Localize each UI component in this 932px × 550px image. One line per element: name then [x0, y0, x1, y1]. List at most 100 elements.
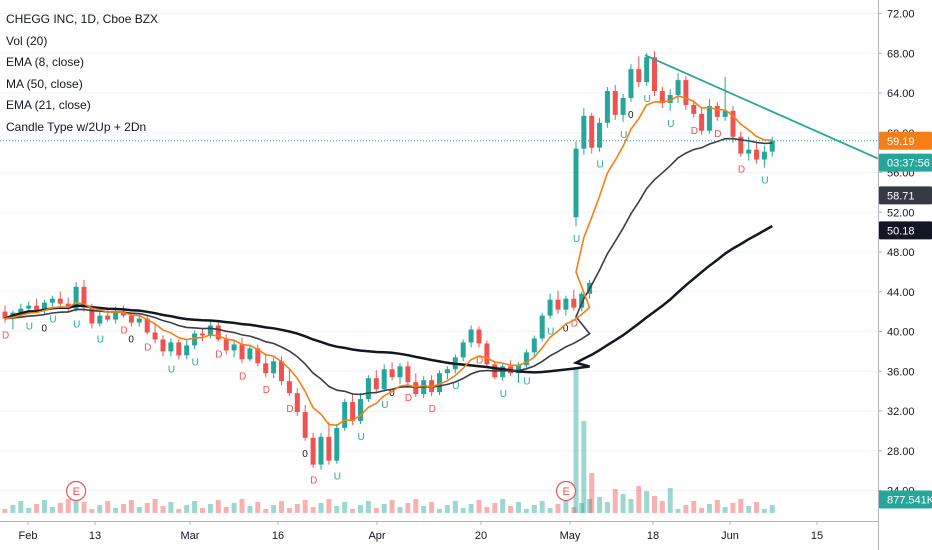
volume-bar [597, 497, 603, 513]
ma50-line [4, 224, 773, 374]
candle-body [460, 342, 466, 358]
x-tick-label: Mar [181, 530, 200, 542]
x-axis: Feb 13 Mar 16 Apr 20 May 18 Jun 15 [19, 521, 823, 542]
candle-body [405, 366, 411, 383]
candle-type-label: D [476, 355, 483, 366]
volume-bar [547, 508, 553, 513]
candle-body [49, 298, 55, 303]
candle-body [215, 325, 221, 340]
candle-body [294, 393, 300, 412]
candle-body [589, 115, 595, 148]
candle-body [207, 325, 213, 336]
candle-type-label: 0 [628, 110, 634, 121]
legend-candle-type[interactable]: Candle Type w/2Up + 2Dn [6, 119, 147, 134]
candle-body [612, 91, 618, 115]
price-tags: 59.19 03:37:56 58.71 50.18 877.541K [879, 131, 932, 509]
candle-body [365, 378, 371, 400]
candle-body [286, 381, 292, 394]
volume-bar [255, 502, 261, 513]
candle-type-label: D [691, 126, 698, 137]
candle-body [397, 366, 403, 378]
volume-bar [754, 502, 760, 513]
candle-body [128, 315, 134, 323]
candle-body [628, 69, 634, 98]
volume-bar [492, 503, 498, 513]
candle-body [160, 339, 166, 352]
candle-type-label: 0 [563, 324, 569, 335]
candle-body [223, 339, 229, 351]
candle-body [620, 97, 626, 115]
x-tick-label: 20 [475, 530, 487, 542]
candle-type-label: U [667, 119, 674, 130]
volume-bar [628, 499, 634, 513]
volume-bar [405, 503, 411, 513]
legend-volume[interactable]: Vol (20) [6, 33, 48, 48]
candle-type-label: D [714, 129, 721, 140]
volume-bar [342, 502, 348, 513]
volume-bar [571, 507, 577, 513]
candle-body [500, 366, 506, 378]
volume-bar [81, 502, 87, 513]
candle-body [26, 305, 32, 309]
candle-body [105, 315, 111, 320]
volume-bar [271, 505, 277, 513]
x-tick-label: 18 [647, 530, 659, 542]
earnings-marker-label: E [563, 486, 570, 498]
candle-type-label: U [73, 320, 80, 331]
legend-ma50[interactable]: MA (50, close) [6, 76, 83, 91]
volume-bar [769, 505, 775, 513]
x-tick-label: Feb [19, 530, 38, 542]
volume-bar [437, 509, 442, 513]
volume-bar [579, 503, 585, 513]
candle-body [136, 318, 142, 323]
price-tag-label: 58.71 [887, 190, 915, 202]
moving-averages [4, 95, 773, 427]
volume-bar [350, 509, 356, 513]
volume-bar [746, 506, 752, 513]
candle-type-label: 0 [302, 449, 308, 460]
volume-bar [152, 499, 158, 513]
volume-bar [200, 508, 205, 513]
volume-bar [10, 505, 16, 513]
earnings-marker [555, 480, 577, 502]
legend-ema8[interactable]: EMA (8, close) [6, 55, 85, 69]
price-tag [879, 490, 932, 509]
volume-bar [581, 421, 587, 513]
candle-body [579, 293, 585, 308]
legend-symbol[interactable]: CHEGG INC, 1D, Cboe BZX [6, 12, 159, 26]
y-tick-label: 32.00 [887, 406, 915, 418]
volume-bar [389, 500, 395, 513]
candle-body [184, 345, 190, 356]
candle-type-label: D [310, 476, 317, 487]
volume-bar [516, 502, 521, 513]
candle-body [468, 329, 474, 343]
candle-body [144, 318, 150, 333]
candle-body [358, 399, 363, 421]
candle-body [34, 305, 40, 311]
candle-type-label: U [192, 357, 199, 368]
candle-body [326, 436, 332, 461]
volume-bar [523, 509, 529, 513]
candle-type-label: U [500, 389, 507, 400]
volume-bar [468, 504, 474, 513]
volume-bar [722, 507, 728, 513]
volume-bar [128, 500, 134, 513]
candle-type-label: U [573, 234, 580, 245]
x-tick-label: May [560, 530, 581, 542]
candle-type-label: U [452, 381, 459, 392]
volume-bar [57, 503, 63, 513]
volume-bar [761, 509, 767, 513]
volume-bar [263, 509, 269, 513]
candle-body [573, 148, 579, 218]
y-tick-label: 48.00 [887, 247, 915, 259]
candle-body [738, 136, 744, 154]
volume-bar [531, 505, 537, 513]
volume-bar [413, 499, 419, 513]
candle-body [722, 110, 728, 117]
candle-type-label: 0 [42, 324, 48, 335]
legend-ema21[interactable]: EMA (21, close) [6, 98, 91, 112]
volume-bar [421, 506, 427, 513]
candle-body [200, 333, 205, 336]
